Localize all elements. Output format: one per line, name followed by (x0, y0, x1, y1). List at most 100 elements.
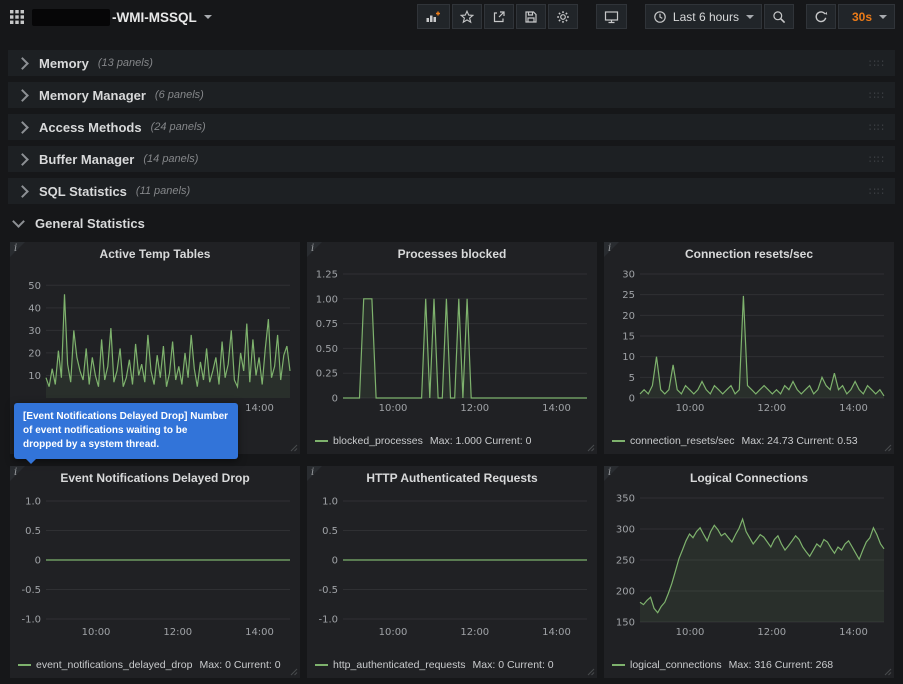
row-panel-count: (13 panels) (97, 57, 153, 69)
legend-stats: Max: 0 Current: 0 (472, 659, 554, 671)
refresh-icon (815, 10, 827, 22)
panel-title[interactable]: Active Temp Tables (99, 247, 211, 261)
resize-handle[interactable] (884, 668, 892, 676)
panel-chart[interactable]: 1.0 0.5 0 -0.5 -1.0 10:00 12:00 14:00 (311, 492, 593, 638)
info-icon[interactable]: i (311, 467, 315, 478)
svg-text:12:00: 12:00 (460, 403, 489, 414)
tv-mode-button[interactable] (595, 4, 627, 29)
legend-series-name[interactable]: event_notifications_delayed_drop (36, 659, 193, 671)
row-header-general-statistics[interactable]: General Statistics (8, 210, 151, 236)
row-header-sql-statistics[interactable]: SQL Statistics (11 panels) ∷∷ (8, 178, 895, 204)
svg-text:0.75: 0.75 (316, 319, 338, 330)
row-header-memory-manager[interactable]: Memory Manager (6 panels) ∷∷ (8, 82, 895, 108)
panel-corner (307, 242, 322, 257)
star-icon (459, 9, 474, 23)
svg-text:40: 40 (28, 303, 41, 314)
row-drag-handle[interactable]: ∷∷ (869, 153, 885, 166)
info-icon[interactable]: i (14, 243, 18, 254)
panel-corner (604, 466, 619, 481)
resize-handle[interactable] (884, 444, 892, 452)
info-icon[interactable]: i (14, 467, 18, 478)
panel-http-authenticated-requests: i HTTP Authenticated Requests 1.0 0.5 0 -0.… (307, 466, 597, 678)
zoom-out-button[interactable] (763, 4, 794, 29)
share-icon (493, 11, 504, 22)
row-drag-handle[interactable]: ∷∷ (869, 121, 885, 134)
legend-swatch (18, 664, 31, 666)
share-button[interactable] (483, 4, 514, 29)
panel-connection-resets: i Connection resets/sec 30 25 20 15 10 5 0 10:0… (604, 242, 894, 454)
row-header-access-methods[interactable]: Access Methods (24 panels) ∷∷ (8, 114, 895, 140)
svg-text:0.5: 0.5 (322, 526, 338, 537)
svg-text:10:00: 10:00 (676, 403, 705, 414)
legend-swatch (612, 664, 625, 666)
legend-series-name[interactable]: connection_resets/sec (630, 435, 735, 447)
svg-text:1.25: 1.25 (316, 270, 338, 281)
panel-corner (604, 242, 619, 257)
panel-chart[interactable]: 30 25 20 15 10 5 0 10:00 12:00 14:00 (608, 268, 890, 414)
row-drag-handle[interactable]: ∷∷ (869, 185, 885, 198)
panel-title[interactable]: HTTP Authenticated Requests (366, 471, 538, 485)
resize-handle[interactable] (587, 444, 595, 452)
info-icon[interactable]: i (608, 467, 612, 478)
svg-text:14:00: 14:00 (839, 403, 868, 414)
row-title: SQL Statistics (39, 183, 127, 199)
panel-corner (307, 466, 322, 481)
row-header-memory[interactable]: Memory (13 panels) ∷∷ (8, 50, 895, 76)
legend-series-name[interactable]: logical_connections (630, 659, 722, 671)
time-range-button[interactable]: Last 6 hours (644, 4, 762, 29)
chevron-right-icon (16, 152, 29, 166)
row-drag-handle[interactable]: ∷∷ (869, 57, 885, 70)
panel-chart[interactable]: 1.25 1.00 0.75 0.50 0.25 0 10:00 12:00 14:00 (311, 268, 593, 414)
settings-button[interactable] (547, 4, 578, 29)
svg-text:250: 250 (616, 556, 635, 567)
resize-handle[interactable] (290, 444, 298, 452)
svg-text:12:00: 12:00 (163, 627, 192, 638)
panel-corner (10, 242, 25, 257)
legend-series-name[interactable]: http_authenticated_requests (333, 659, 466, 671)
svg-text:25: 25 (622, 290, 635, 301)
svg-text:10:00: 10:00 (676, 627, 705, 638)
refresh-button[interactable] (805, 4, 836, 29)
panel-processes-blocked: i Processes blocked 1.25 1.00 0.75 0.50 0.25… (307, 242, 597, 454)
panel-title[interactable]: Logical Connections (689, 471, 808, 485)
dashboard-title[interactable]: -WMI-MSSQL (112, 9, 197, 25)
time-range-label: Last 6 hours (672, 9, 739, 24)
info-icon[interactable]: i (311, 243, 315, 254)
row-drag-handle[interactable]: ∷∷ (869, 89, 885, 102)
svg-text:14:00: 14:00 (245, 403, 274, 414)
row-panel-count: (6 panels) (154, 89, 204, 101)
panel-title[interactable]: Processes blocked (397, 247, 507, 261)
panel-title[interactable]: Connection resets/sec (684, 247, 814, 261)
svg-text:0: 0 (332, 394, 338, 405)
row-title: General Statistics (35, 215, 145, 231)
svg-text:10:00: 10:00 (379, 627, 408, 638)
top-navbar: -WMI-MSSQL (0, 0, 903, 34)
resize-handle[interactable] (290, 668, 298, 676)
legend-series-name[interactable]: blocked_processes (333, 435, 423, 447)
row-panel-count: (24 panels) (150, 121, 206, 133)
add-panel-button[interactable] (416, 4, 450, 29)
panel-title[interactable]: Event Notifications Delayed Drop (60, 471, 250, 485)
svg-text:12:00: 12:00 (757, 627, 786, 638)
svg-text:5: 5 (629, 373, 635, 384)
star-button[interactable] (451, 4, 482, 29)
clock-icon (654, 10, 666, 23)
row-header-buffer-manager[interactable]: Buffer Manager (14 panels) ∷∷ (8, 146, 895, 172)
panel-chart[interactable]: 1.0 0.5 0 -0.5 -1.0 10:00 12:00 14:00 (14, 492, 296, 638)
info-icon[interactable]: i (608, 243, 612, 254)
panel-chart[interactable]: 350 300 250 200 150 10:00 12:00 14:00 (608, 492, 890, 638)
svg-text:20: 20 (622, 311, 635, 322)
resize-handle[interactable] (587, 668, 595, 676)
apps-grid-icon[interactable] (10, 10, 24, 24)
dashboard-title-menu[interactable]: -WMI-MSSQL (10, 0, 212, 34)
save-button[interactable] (515, 4, 546, 29)
panel-description-tooltip: [Event Notifications Delayed Drop] Numbe… (14, 403, 238, 464)
legend-stats: Max: 24.73 Current: 0.53 (741, 435, 858, 447)
chevron-right-icon (16, 184, 29, 198)
refresh-interval-button[interactable]: 30s (837, 4, 895, 29)
svg-text:0.25: 0.25 (316, 369, 338, 380)
panel-legend: logical_connections Max: 316 Current: 26… (612, 659, 833, 671)
svg-text:12:00: 12:00 (757, 403, 786, 414)
svg-text:20: 20 (28, 348, 41, 359)
